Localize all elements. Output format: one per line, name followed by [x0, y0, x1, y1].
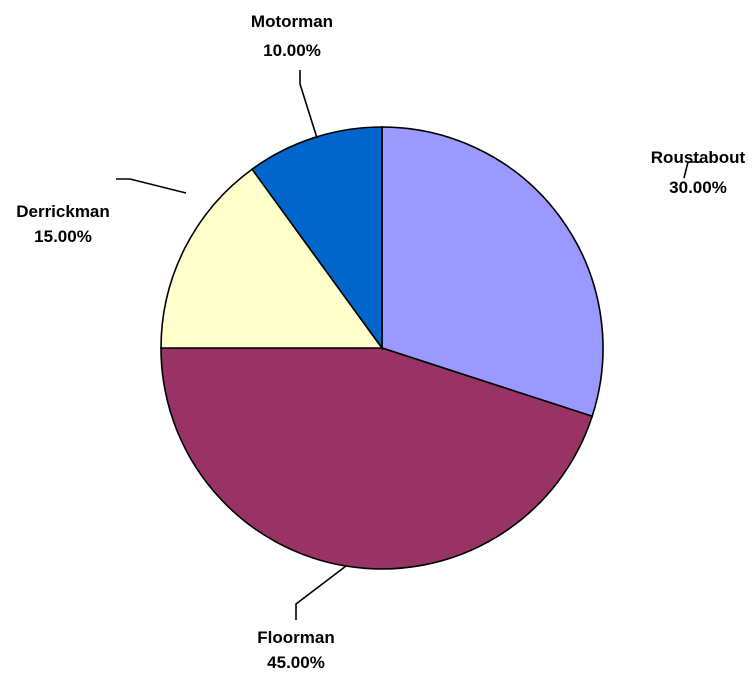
leader-line-floorman: [295, 565, 347, 620]
slice-label-roustabout: Roustabout: [651, 148, 746, 167]
slices-layer: [160, 126, 604, 570]
pie-slice-derrickman: [160, 168, 384, 349]
leader-line-derrickman: [116, 178, 187, 194]
slice-label-derrickman: Derrickman: [16, 202, 110, 221]
leader-lines: [116, 70, 702, 620]
slice-label-floorman: Floorman: [257, 628, 334, 647]
pie-slice-roustabout: [381, 126, 604, 418]
slice-value-label-floorman: 45.00%: [267, 653, 325, 672]
slice-value-label-roustabout: 30.00%: [669, 178, 727, 197]
pie-slice-motorman: [250, 126, 383, 351]
leader-line-motorman: [299, 70, 318, 139]
slice-label-motorman: Motorman: [251, 12, 333, 31]
slice-value-label-derrickman: 15.00%: [34, 227, 92, 246]
pie-slice-floorman: [160, 347, 594, 570]
data-labels: Roustabout 30.00% Floorman 45.00% Derrickman…: [16, 12, 745, 672]
slice-value-label-motorman: 10.00%: [263, 41, 321, 60]
leader-line-roustabout: [683, 161, 702, 179]
